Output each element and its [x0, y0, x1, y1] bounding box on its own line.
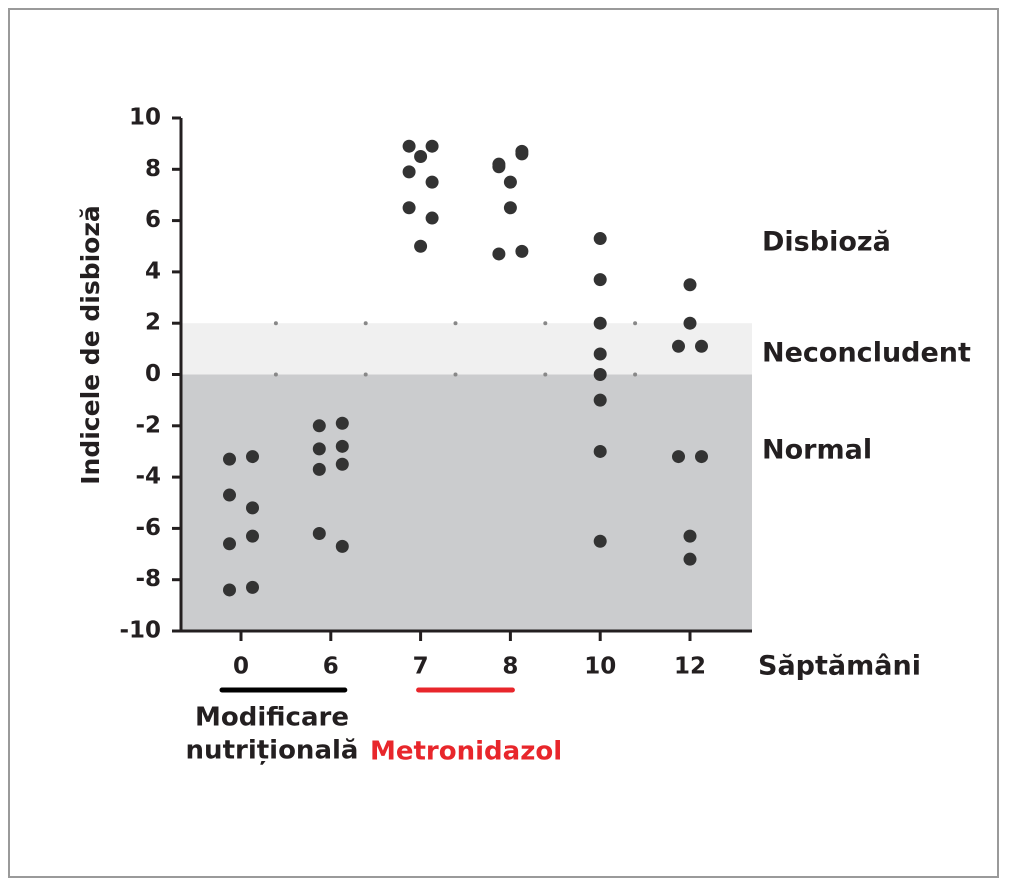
- zone-dot: [273, 321, 278, 326]
- zone-band: [181, 323, 752, 375]
- y-tick-label: 0: [145, 361, 161, 387]
- data-point: [515, 244, 529, 258]
- data-point: [223, 583, 236, 597]
- data-point: [312, 462, 326, 476]
- data-point: [683, 552, 697, 566]
- data-point: [223, 488, 236, 502]
- zone-dot: [453, 321, 458, 326]
- y-tick-label: 4: [145, 258, 161, 284]
- zone-dot: [633, 321, 638, 326]
- data-point: [593, 444, 607, 458]
- x-tick-label: 7: [413, 654, 429, 680]
- zone-dot: [543, 321, 548, 326]
- data-point: [223, 452, 236, 466]
- y-tick-label: 8: [145, 156, 161, 182]
- data-point: [672, 450, 685, 464]
- x-axis-label: Săptămâni: [758, 651, 921, 682]
- data-point: [593, 368, 607, 381]
- data-point: [246, 501, 259, 515]
- treatment-label: Modificare: [195, 703, 349, 733]
- zone-dot: [633, 372, 638, 377]
- data-point: [492, 247, 506, 261]
- data-point: [593, 273, 607, 287]
- data-point: [312, 527, 326, 541]
- data-point: [695, 450, 708, 464]
- x-tick-label: 0: [233, 654, 249, 680]
- x-tick-label: 12: [674, 654, 706, 680]
- x-tick-label: 6: [323, 654, 339, 680]
- data-point: [515, 144, 529, 158]
- x-tick-label: 10: [584, 654, 616, 680]
- zone-dot: [453, 372, 458, 377]
- y-tick-label: -10: [119, 618, 161, 644]
- zone-dot: [363, 372, 368, 377]
- data-point: [414, 239, 428, 253]
- data-point: [683, 316, 697, 330]
- data-point: [402, 201, 416, 215]
- data-point: [593, 316, 607, 330]
- y-tick-label: -6: [135, 515, 161, 541]
- zone-dot: [273, 372, 278, 377]
- zone-dot: [543, 372, 548, 377]
- zone-dot: [363, 321, 368, 326]
- data-point: [402, 165, 416, 179]
- data-point: [335, 439, 349, 453]
- data-point: [492, 157, 506, 171]
- zone-band: [181, 374, 752, 631]
- y-axis-label: Indicele de disbioză: [76, 205, 105, 485]
- treatment-label: Metronidazol: [370, 737, 562, 767]
- data-point: [593, 347, 607, 361]
- data-point: [683, 278, 697, 292]
- data-point: [425, 175, 439, 189]
- data-point: [683, 529, 697, 543]
- data-point: [593, 534, 607, 548]
- data-point: [312, 419, 326, 433]
- data-point: [335, 457, 349, 471]
- data-point: [593, 393, 607, 407]
- data-point: [402, 139, 416, 153]
- y-tick-label: 10: [129, 105, 161, 131]
- zone-label: Disbioză: [762, 227, 891, 258]
- data-point: [593, 232, 607, 246]
- y-tick-label: -4: [135, 464, 161, 490]
- data-point: [223, 537, 236, 551]
- zone-label: Neconcludent: [762, 338, 971, 369]
- zone-band: [181, 118, 752, 324]
- y-tick-label: 6: [145, 207, 161, 233]
- y-tick-label: 2: [145, 310, 161, 336]
- frame: [8, 8, 999, 878]
- data-point: [246, 580, 259, 594]
- data-point: [695, 339, 708, 353]
- data-point: [503, 201, 517, 215]
- data-point: [312, 442, 326, 456]
- data-point: [335, 416, 349, 430]
- data-point: [335, 539, 349, 553]
- y-tick-label: -8: [135, 566, 161, 592]
- data-point: [414, 149, 428, 163]
- data-point: [503, 175, 517, 189]
- zone-label: Normal: [762, 435, 872, 466]
- data-point: [246, 529, 259, 543]
- data-point: [672, 339, 685, 353]
- data-point: [425, 139, 439, 153]
- y-tick-label: -2: [135, 412, 161, 438]
- x-tick-label: 8: [502, 654, 518, 680]
- data-point: [246, 450, 259, 464]
- treatment-label: nutrițională: [186, 736, 359, 766]
- data-point: [425, 211, 439, 225]
